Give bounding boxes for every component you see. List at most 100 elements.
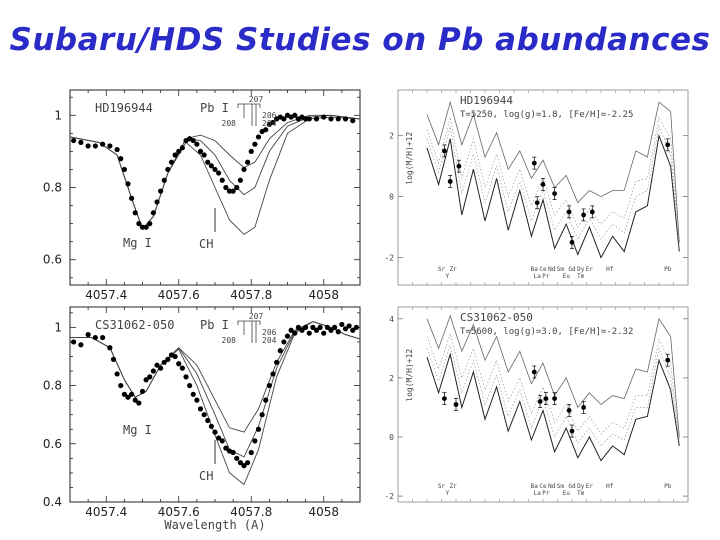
- observed-point: [284, 333, 291, 339]
- observed-point: [219, 177, 225, 183]
- observed-point: [172, 353, 178, 360]
- observed-point: [252, 438, 258, 444]
- element-label: Gd: [568, 266, 576, 273]
- observed-point: [139, 388, 146, 395]
- y-tick-label: 0.4: [43, 495, 62, 509]
- observed-point: [223, 184, 229, 191]
- element-label: Hf: [606, 266, 614, 273]
- observed-point: [223, 445, 229, 451]
- observed-point: [201, 412, 207, 418]
- isotope-bracket: [237, 103, 261, 108]
- observed-point: [100, 334, 106, 341]
- observed-point: [270, 371, 276, 377]
- observed-point: [324, 324, 330, 330]
- element-label: Eu: [563, 490, 571, 497]
- y-axis-label: log(M/H)+12: [405, 132, 414, 185]
- observed-point: [277, 348, 283, 354]
- observed-point: [121, 391, 127, 397]
- x-tick-label: 4057.4: [85, 288, 127, 302]
- observed-point: [328, 116, 334, 122]
- observed-point: [176, 361, 182, 367]
- observed-point: [216, 170, 222, 176]
- observed-point: [303, 116, 309, 122]
- observed-point: [263, 127, 269, 133]
- observed-point: [132, 210, 138, 216]
- x-tick-label: 4058: [308, 505, 339, 519]
- observed-point: [317, 324, 323, 330]
- observed-point: [139, 224, 146, 230]
- observed-point: [274, 359, 280, 365]
- element-label: Pr: [542, 490, 550, 497]
- observed-point: [92, 143, 98, 149]
- observed-point: [143, 377, 149, 383]
- observed-point: [136, 400, 142, 406]
- element-label: Pr: [542, 273, 550, 280]
- observed-point: [292, 112, 298, 118]
- observed-point: [342, 326, 349, 332]
- observed-point: [245, 159, 251, 165]
- element-label: Hf: [606, 483, 614, 490]
- element-label: Y: [445, 490, 449, 497]
- observed-point: [339, 321, 345, 328]
- observed-point: [197, 148, 204, 154]
- observed-point: [125, 394, 131, 400]
- observed-point: [78, 342, 84, 348]
- model-dotted-curve: [426, 116, 680, 246]
- observed-point: [92, 334, 98, 341]
- y-tick-label: 0.8: [43, 379, 62, 393]
- element-label: Ba: [531, 266, 539, 273]
- ch-line-label: CH: [199, 469, 213, 483]
- ch-line-label: CH: [199, 237, 213, 251]
- element-label: Sr: [438, 483, 446, 490]
- element-label: Ce: [539, 266, 547, 273]
- observed-point: [313, 327, 320, 333]
- isotope-label-208: 208: [222, 336, 237, 345]
- star-label: CS31062-050: [95, 318, 174, 332]
- observed-point: [259, 412, 265, 418]
- observed-point: [154, 199, 160, 205]
- y-tick-label: 0.6: [43, 437, 62, 451]
- observed-point: [295, 324, 301, 330]
- observed-point: [165, 356, 171, 362]
- model-synthetic-spectrum: [70, 321, 361, 458]
- observed-point: [158, 365, 164, 371]
- observed-abundance-point: [589, 209, 595, 215]
- element-label: Er: [586, 266, 594, 273]
- model-dotted-curve: [426, 344, 680, 447]
- star-label: HD196944: [460, 94, 513, 107]
- isotope-ticks: [243, 321, 257, 343]
- observed-point: [150, 210, 156, 216]
- observed-point: [266, 382, 272, 389]
- observed-point: [154, 362, 160, 368]
- observed-point: [342, 116, 349, 122]
- observed-abundance-point: [442, 396, 447, 401]
- element-label: Dy: [577, 266, 585, 273]
- observed-point: [168, 159, 175, 165]
- observed-point: [187, 382, 193, 389]
- x-axis-label: Wavelength (A): [164, 518, 265, 532]
- observed-point: [346, 323, 352, 329]
- observed-point: [328, 327, 334, 333]
- element-label: Sm: [557, 266, 565, 273]
- observed-point: [313, 116, 320, 122]
- observed-point: [150, 368, 156, 374]
- pb-label: Pb I: [200, 318, 229, 332]
- observed-point: [136, 221, 142, 227]
- mg-line-label: Mg I: [123, 236, 152, 250]
- observed-point: [321, 330, 327, 336]
- observed-point: [208, 423, 214, 429]
- observed-point: [237, 460, 243, 466]
- element-label: La: [534, 273, 542, 280]
- element-label: Dy: [577, 483, 585, 490]
- observed-abundance-point: [566, 209, 572, 215]
- observed-point: [158, 188, 164, 194]
- element-label: Zr: [449, 266, 457, 273]
- y-tick-label: 1: [54, 320, 62, 334]
- observed-point: [176, 148, 182, 154]
- isotope-label-204: 204: [262, 336, 277, 345]
- observed-point: [310, 324, 316, 330]
- x-tick-label: 4057.6: [158, 288, 200, 302]
- isotope-label-207: 207: [249, 95, 264, 104]
- observed-abundance-point: [665, 142, 671, 148]
- element-label: Sm: [557, 483, 565, 490]
